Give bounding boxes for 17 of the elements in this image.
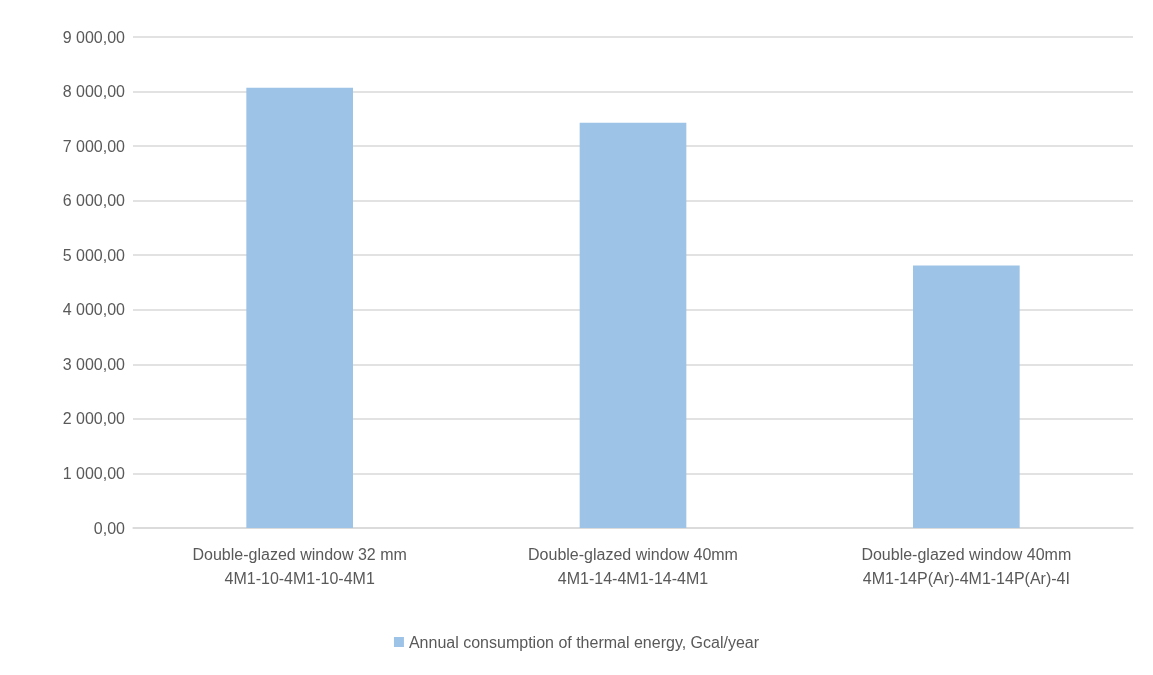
- x-tick-label: Double-glazed window 40mm 4M1-14-4M1-14-4M1: [528, 545, 738, 587]
- bar: [246, 87, 353, 528]
- y-tick-label: 0,00: [93, 519, 126, 537]
- y-tick-label: 6 000,00: [62, 192, 126, 210]
- y-tick-label: 3 000,00: [62, 355, 126, 373]
- bar: [579, 122, 687, 528]
- y-tick-label: 8 000,00: [62, 83, 126, 101]
- y-tick-label: 4 000,00: [62, 301, 126, 319]
- y-tick-label: 7 000,00: [62, 137, 126, 155]
- x-tick-label: Double-glazed window 32 mm 4M1-10-4M1-10-4M1: [192, 545, 407, 587]
- legend-label: Annual consumption of thermal energy, Gcal/year: [408, 633, 760, 651]
- y-tick-label: 9 000,00: [62, 28, 126, 46]
- y-tick-label: 2 000,00: [62, 410, 126, 428]
- y-tick-label: 5 000,00: [62, 246, 126, 264]
- x-tick-label: Double-glazed window 40mm 4M1-14P(Ar)-4M1-14P(Ar)-4I: [861, 545, 1072, 587]
- bar: [913, 265, 1020, 528]
- y-tick-label: 1 000,00: [62, 464, 126, 482]
